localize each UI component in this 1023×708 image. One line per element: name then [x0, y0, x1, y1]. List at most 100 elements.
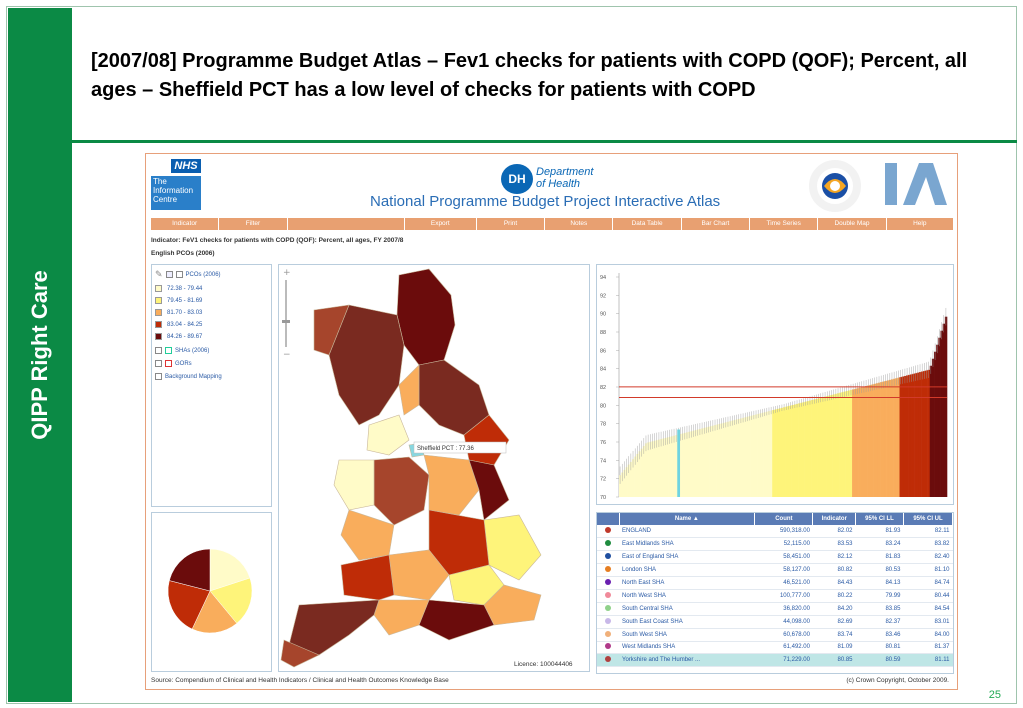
- chart-bar[interactable]: [649, 441, 652, 497]
- chart-bar[interactable]: [666, 437, 669, 497]
- chart-bar[interactable]: [813, 399, 816, 497]
- chart-bar[interactable]: [830, 394, 833, 497]
- chart-bar[interactable]: [903, 375, 907, 497]
- map-region-manchester[interactable]: [366, 414, 410, 456]
- chart-bar[interactable]: [621, 472, 624, 497]
- chart-bar[interactable]: [815, 398, 818, 497]
- nav-notes[interactable]: Notes: [545, 218, 614, 230]
- chart-bar[interactable]: [783, 407, 786, 497]
- chart-bar[interactable]: [929, 365, 933, 497]
- chart-bar[interactable]: [651, 441, 654, 497]
- nav-indicator[interactable]: Indicator: [151, 218, 220, 230]
- map-region-bristol[interactable]: [340, 554, 395, 601]
- gors-checkbox[interactable]: [155, 360, 162, 367]
- chart-bar[interactable]: [759, 413, 762, 497]
- legend-gors-layer[interactable]: GORs: [155, 360, 192, 367]
- chart-bar[interactable]: [662, 438, 665, 497]
- chart-bar[interactable]: [647, 442, 650, 497]
- map-region-leeds[interactable]: [398, 364, 420, 416]
- chart-bar[interactable]: [793, 404, 797, 497]
- table-row[interactable]: South West SHA 60,678.00 83.74 83.46 84.00: [597, 628, 953, 642]
- chart-bar[interactable]: [934, 351, 937, 497]
- nav-help[interactable]: Help: [913, 220, 927, 227]
- nav-filter[interactable]: Filter: [219, 218, 288, 230]
- chart-bar[interactable]: [642, 445, 646, 497]
- chart-bar[interactable]: [856, 388, 859, 497]
- chart-bar[interactable]: [921, 371, 924, 497]
- shas-checkbox[interactable]: [155, 347, 162, 354]
- chart-bar[interactable]: [804, 401, 808, 497]
- chart-bar[interactable]: [763, 412, 767, 497]
- chart-bar[interactable]: [802, 402, 805, 497]
- chart-bar[interactable]: [685, 432, 689, 497]
- chart-bar[interactable]: [832, 394, 836, 497]
- chart-bar[interactable]: [895, 378, 898, 497]
- pie-slice[interactable]: [209, 577, 253, 624]
- chart-bar[interactable]: [944, 316, 948, 497]
- nav-print[interactable]: Print: [477, 218, 546, 230]
- chart-bar[interactable]: [655, 440, 659, 497]
- map-region-sussex[interactable]: [418, 599, 495, 641]
- legend-pcos-layer[interactable]: ✎ PCOs (2006): [155, 269, 221, 280]
- chart-bar[interactable]: [713, 425, 717, 497]
- map-region-lincs[interactable]: [468, 459, 510, 521]
- chart-bar[interactable]: [882, 381, 885, 497]
- chart-bar[interactable]: [826, 396, 829, 497]
- chart-bar[interactable]: [631, 459, 635, 497]
- chart-bar[interactable]: [849, 389, 853, 497]
- chart-bar[interactable]: [670, 436, 674, 497]
- chart-bar[interactable]: [716, 424, 719, 497]
- chart-bar[interactable]: [752, 415, 756, 497]
- chart-bar[interactable]: [636, 453, 639, 497]
- table-row[interactable]: London SHA 58,127.00 80.82 80.53 81.10: [597, 563, 953, 578]
- chart-bar[interactable]: [720, 423, 723, 497]
- chart-bar[interactable]: [839, 392, 842, 497]
- chart-bar[interactable]: [918, 372, 922, 497]
- chart-bar[interactable]: [795, 403, 799, 497]
- chart-bar[interactable]: [688, 431, 691, 497]
- legend-shas-layer[interactable]: SHAs (2006): [155, 347, 209, 354]
- chart-bar[interactable]: [675, 435, 678, 497]
- chart-bar[interactable]: [923, 370, 926, 497]
- chart-bar[interactable]: [914, 373, 918, 497]
- chart-bar[interactable]: [888, 379, 892, 497]
- chart-bar[interactable]: [690, 431, 693, 497]
- chart-bar[interactable]: [742, 417, 745, 497]
- chart-bar[interactable]: [836, 393, 840, 497]
- table-row[interactable]: East Midlands SHA 52,115.00 83.53 83.24 83.8…: [597, 537, 953, 552]
- table-header-ci-ul[interactable]: 95% CI UL: [903, 513, 953, 525]
- nav-export[interactable]: Export: [405, 218, 477, 230]
- chart-bar[interactable]: [750, 415, 754, 497]
- chart-bar[interactable]: [938, 337, 941, 497]
- pie-slice[interactable]: [191, 590, 238, 634]
- chart-bar[interactable]: [811, 399, 814, 497]
- chart-bar[interactable]: [789, 405, 792, 497]
- chart-bar[interactable]: [638, 451, 641, 497]
- chart-bar[interactable]: [698, 429, 702, 497]
- chart-bar[interactable]: [705, 427, 708, 497]
- chart-bar[interactable]: [806, 401, 810, 497]
- chart-bar[interactable]: [858, 387, 861, 497]
- chart-bar[interactable]: [927, 369, 931, 497]
- chart-bar[interactable]: [910, 374, 913, 497]
- zoom-control[interactable]: + −: [282, 268, 291, 360]
- chart-bar[interactable]: [875, 383, 879, 497]
- chart-bar[interactable]: [679, 434, 682, 497]
- chart-bar[interactable]: [701, 428, 704, 497]
- table-header-name[interactable]: Name ▲: [619, 513, 756, 525]
- chart-bar[interactable]: [828, 395, 831, 497]
- table-row[interactable]: West Midlands SHA 61,492.00 81.09 80.81 81.3…: [597, 641, 953, 655]
- chart-bar[interactable]: [770, 410, 773, 497]
- chart-bar[interactable]: [625, 467, 628, 497]
- chart-bar[interactable]: [916, 372, 920, 497]
- chart-bar[interactable]: [854, 388, 857, 497]
- chart-bar[interactable]: [657, 439, 661, 497]
- chart-bar[interactable]: [692, 430, 695, 497]
- chart-bar[interactable]: [869, 384, 872, 497]
- chart-bar[interactable]: [936, 344, 939, 497]
- chart-bar[interactable]: [765, 411, 769, 497]
- chart-bar[interactable]: [893, 378, 896, 497]
- chart-bar[interactable]: [821, 397, 825, 497]
- chart-bar[interactable]: [884, 380, 887, 497]
- chart-bar[interactable]: [754, 414, 758, 497]
